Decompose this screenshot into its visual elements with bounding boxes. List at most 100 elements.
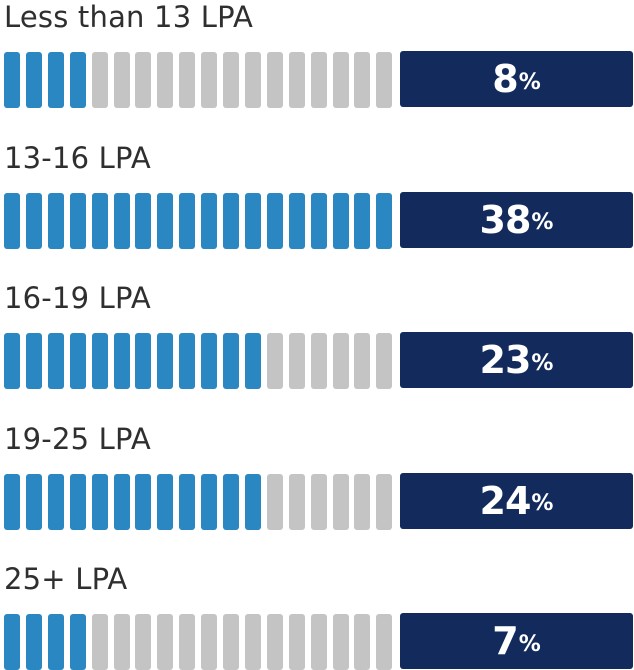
bar-segment-filled bbox=[25, 473, 42, 530]
bar-segment-empty bbox=[310, 333, 327, 389]
segment-bar bbox=[4, 52, 396, 108]
bar-segment-filled bbox=[4, 333, 20, 389]
bar-segment-filled bbox=[354, 192, 371, 249]
bar-segment-empty bbox=[113, 614, 130, 670]
percent-sign: % bbox=[531, 210, 554, 235]
bar-segment-filled bbox=[157, 333, 174, 389]
bar-segment-filled bbox=[223, 333, 239, 389]
bar-segment-empty bbox=[332, 614, 349, 670]
bar-segment-empty bbox=[332, 52, 349, 108]
bar-segment-filled bbox=[25, 614, 42, 670]
bar-segment-filled bbox=[47, 52, 64, 108]
percentage-label-box: 8% bbox=[400, 51, 633, 107]
bar-segment-empty bbox=[354, 333, 371, 389]
bar-segment-filled bbox=[4, 192, 20, 249]
bar-segment-empty bbox=[332, 473, 349, 530]
bar-segment-filled bbox=[201, 333, 218, 389]
bar-segment-empty bbox=[244, 52, 261, 108]
bar-segment-filled bbox=[223, 192, 239, 249]
bar-segment-empty bbox=[310, 614, 327, 670]
percentage-value: 24 bbox=[479, 478, 532, 523]
bar-segment-filled bbox=[91, 473, 108, 530]
bar-segment-filled bbox=[4, 473, 20, 530]
bar-segment-filled bbox=[135, 192, 152, 249]
bar-segment-empty bbox=[113, 52, 130, 108]
bar-segment-empty bbox=[310, 473, 327, 530]
bar-segment-filled bbox=[113, 473, 130, 530]
bar-segment-filled bbox=[91, 192, 108, 249]
bar-segment-filled bbox=[376, 192, 393, 249]
bar-segment-empty bbox=[157, 52, 174, 108]
bar-segment-filled bbox=[244, 333, 261, 389]
percentage-label-box: 24% bbox=[400, 472, 633, 529]
bar-segment-filled bbox=[4, 52, 20, 108]
bar-segment-filled bbox=[135, 473, 152, 530]
bar-segment-filled bbox=[113, 333, 130, 389]
bar-segment-filled bbox=[47, 473, 64, 530]
bar-segment-filled bbox=[266, 192, 283, 249]
category-label: 13-16 LPA bbox=[4, 140, 151, 175]
bar-segment-empty bbox=[354, 52, 371, 108]
bar-segment-filled bbox=[69, 52, 86, 108]
percentage-value: 23 bbox=[479, 338, 532, 382]
bar-segment-filled bbox=[47, 192, 64, 249]
bar-segment-empty bbox=[135, 614, 152, 670]
percentage-value: 38 bbox=[479, 197, 532, 242]
segment-bar bbox=[4, 333, 396, 389]
bar-segment-empty bbox=[288, 333, 305, 389]
bar-segment-empty bbox=[91, 614, 108, 670]
segment-bar bbox=[4, 192, 396, 249]
bar-segment-empty bbox=[288, 473, 305, 530]
bar-segment-empty bbox=[179, 614, 196, 670]
bar-segment-empty bbox=[354, 614, 371, 670]
bar-segment-empty bbox=[376, 52, 393, 108]
bar-segment-empty bbox=[354, 473, 371, 530]
bar-segment-filled bbox=[201, 473, 218, 530]
percentage-label-box: 23% bbox=[400, 332, 633, 388]
percent-sign: % bbox=[531, 491, 554, 516]
bar-segment-filled bbox=[25, 192, 42, 249]
bar-segment-filled bbox=[332, 192, 349, 249]
bar-segment-filled bbox=[47, 333, 64, 389]
bar-segment-empty bbox=[332, 333, 349, 389]
bar-segment-empty bbox=[244, 614, 261, 670]
bar-segment-empty bbox=[266, 333, 283, 389]
bar-segment-empty bbox=[288, 52, 305, 108]
bar-segment-filled bbox=[244, 192, 261, 249]
bar-segment-filled bbox=[179, 473, 196, 530]
bar-segment-empty bbox=[376, 473, 393, 530]
percentage-value: 8 bbox=[492, 57, 518, 101]
bar-segment-filled bbox=[244, 473, 261, 530]
percent-sign: % bbox=[518, 631, 541, 657]
bar-segment-filled bbox=[47, 614, 64, 670]
bar-segment-filled bbox=[157, 192, 174, 249]
bar-segment-empty bbox=[266, 614, 283, 670]
percentage-value: 7 bbox=[492, 619, 518, 663]
bar-segment-filled bbox=[69, 333, 86, 389]
bar-segment-empty bbox=[223, 52, 239, 108]
bar-segment-empty bbox=[135, 52, 152, 108]
percentage-label-box: 38% bbox=[400, 191, 633, 248]
bar-segment-filled bbox=[113, 192, 130, 249]
bar-segment-empty bbox=[91, 52, 108, 108]
percent-sign: % bbox=[531, 350, 554, 376]
bar-segment-empty bbox=[376, 333, 393, 389]
bar-segment-empty bbox=[201, 52, 218, 108]
category-label: 19-25 LPA bbox=[4, 421, 151, 456]
bar-segment-empty bbox=[266, 473, 283, 530]
bar-segment-empty bbox=[266, 52, 283, 108]
bar-segment-filled bbox=[179, 333, 196, 389]
category-label: 16-19 LPA bbox=[4, 281, 151, 315]
bar-segment-filled bbox=[25, 52, 42, 108]
bar-segment-filled bbox=[69, 192, 86, 249]
bar-segment-empty bbox=[376, 614, 393, 670]
segment-bar bbox=[4, 473, 396, 530]
segment-bar bbox=[4, 614, 396, 670]
bar-segment-empty bbox=[288, 614, 305, 670]
category-label: Less than 13 LPA bbox=[4, 0, 253, 34]
percent-sign: % bbox=[518, 69, 541, 95]
bar-segment-filled bbox=[201, 192, 218, 249]
category-label: 25+ LPA bbox=[4, 562, 128, 596]
bar-segment-filled bbox=[310, 192, 327, 249]
bar-segment-empty bbox=[310, 52, 327, 108]
